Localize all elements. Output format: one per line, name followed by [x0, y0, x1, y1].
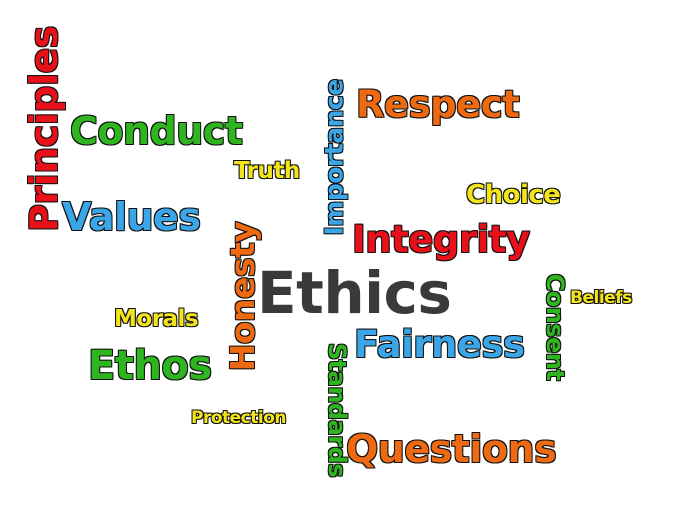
word-questions: Questions: [345, 427, 557, 471]
word-ethos: Ethos: [87, 343, 213, 389]
word-truth: Truth: [233, 158, 301, 184]
word-fairness: Fairness: [353, 323, 525, 366]
word-protection: Protection: [190, 408, 287, 428]
word-principles: Principles: [21, 25, 67, 232]
word-values: Values: [61, 195, 201, 239]
word-conduct: Conduct: [69, 109, 243, 153]
word-integrity: Integrity: [351, 218, 531, 261]
word-ethics: Ethics: [257, 259, 452, 327]
word-beliefs: Beliefs: [569, 288, 633, 308]
word-importance: Importance: [319, 79, 350, 237]
word-honesty: Honesty: [222, 221, 263, 372]
word-morals: Morals: [113, 306, 199, 332]
word-respect: Respect: [355, 83, 520, 126]
word-choice: Choice: [465, 180, 561, 210]
word-consent: Consent: [540, 273, 570, 381]
